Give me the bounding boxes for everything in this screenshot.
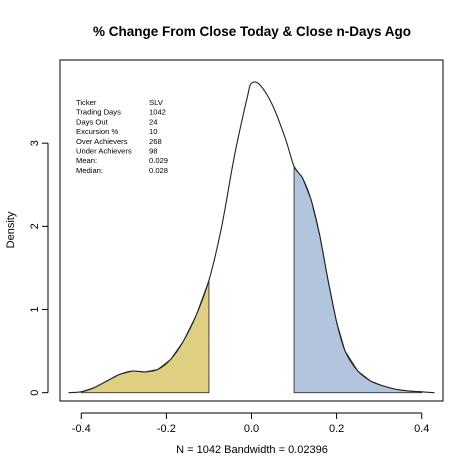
x-tick-label: -0.4 (72, 423, 91, 435)
stats-label: Under Achievers (76, 147, 132, 156)
y-axis: 0 1 2 3 (29, 140, 49, 396)
x-tick-label: 0.2 (329, 423, 344, 435)
stats-label: Days Out (76, 117, 109, 126)
stats-row: Excursion % 10 (76, 127, 157, 136)
stats-row: Days Out 24 (76, 117, 157, 126)
density-curve (68, 81, 435, 394)
x-tick-label: 0.4 (414, 423, 429, 435)
stats-label: Ticker (76, 98, 97, 107)
y-tick-label: 2 (29, 223, 41, 229)
y-axis-label: Density (5, 211, 17, 248)
stats-value: 1042 (149, 108, 166, 117)
x-axis-label: N = 1042 Bandwidth = 0.02396 (176, 444, 328, 456)
stats-row: Under Achievers 98 (76, 147, 157, 156)
stats-value: 268 (149, 137, 162, 146)
y-tick-label: 1 (29, 306, 41, 312)
shaded-region-left (80, 280, 210, 394)
stats-value: SLV (149, 98, 164, 107)
stats-label: Trading Days (76, 108, 121, 117)
stats-row: Mean: 0.029 (76, 156, 168, 165)
stats-row: Trading Days 1042 (76, 108, 166, 117)
shaded-region-right (293, 165, 423, 394)
stats-value: 10 (149, 127, 157, 136)
shaded-regions (80, 165, 423, 394)
stats-value: 98 (149, 147, 157, 156)
stats-value: 0.028 (149, 166, 168, 175)
stats-label: Median: (76, 166, 103, 175)
stats-label: Excursion % (76, 127, 118, 136)
x-tick-label: -0.2 (157, 423, 176, 435)
x-axis: -0.4 -0.2 0.0 0.2 0.4 (72, 412, 429, 435)
density-curve-layer (68, 81, 435, 394)
stats-value: 24 (149, 117, 157, 126)
stats-value: 0.029 (149, 156, 168, 165)
chart-title: % Change From Close Today & Close n-Days… (93, 24, 411, 39)
stats-label: Mean: (76, 156, 97, 165)
y-tick-label: 3 (29, 140, 41, 146)
x-tick-label: 0.0 (244, 423, 259, 435)
stats-label: Over Achievers (76, 137, 128, 146)
y-tick-label: 0 (29, 390, 41, 396)
stats-row: Ticker SLV (76, 98, 164, 107)
stats-row: Median: 0.028 (76, 166, 168, 175)
stats-row: Over Achievers 268 (76, 137, 162, 146)
plot-frame (59, 59, 444, 402)
